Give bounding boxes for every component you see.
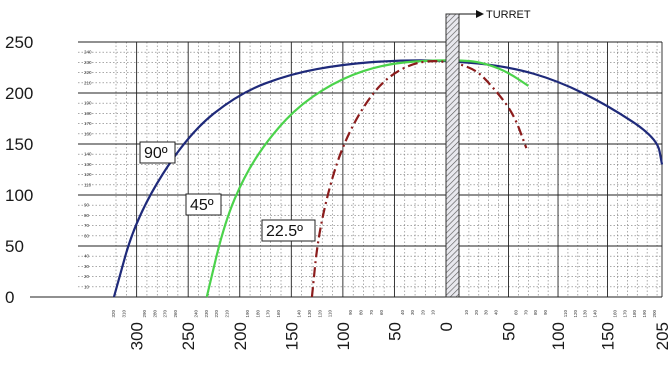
curve-label-box [261, 219, 316, 242]
minor-tick-label-x: 90 [543, 310, 548, 316]
minor-tick-label-y: 180 [84, 111, 92, 116]
minor-tick-label-x: 20 [474, 310, 479, 316]
minor-tick-label-y: 140 [84, 152, 92, 157]
minor-tick-label-x: 90 [348, 310, 353, 316]
curve-label-box [185, 193, 222, 216]
minor-tick-label-y: 240 [84, 50, 92, 55]
minor-tick-label-x: 160 [612, 310, 617, 318]
minor-tick-label-x: 10 [431, 310, 436, 316]
turret-label: TURRET [486, 9, 531, 21]
minor-tick-label-y: 40 [84, 254, 90, 259]
minor-tick-label-x: 320 [111, 310, 116, 318]
minor-tick-label-x: 130 [583, 310, 588, 318]
minor-tick-label-x: 170 [622, 310, 627, 318]
major-tick-label-x: 300 [128, 322, 147, 350]
minor-tick-label-x: 190 [642, 310, 647, 318]
major-tick-label-x: 200 [231, 322, 250, 350]
minor-tick-label-x: 110 [563, 310, 568, 318]
minor-tick-label-x: 20 [420, 310, 425, 316]
minor-tick-label-y: 110 [84, 182, 92, 187]
minor-tick-label-x: 40 [494, 310, 499, 316]
minor-tick-label-x: 240 [194, 310, 199, 318]
minor-tick-label-x: 180 [632, 310, 637, 318]
minor-tick-label-x: 70 [369, 310, 374, 316]
minor-tick-label-x: 270 [163, 310, 168, 318]
major-tick-label-x: 150 [599, 322, 618, 350]
minor-tick-label-x: 30 [484, 310, 489, 316]
minor-tick-label-x: 310 [121, 310, 126, 318]
minor-tick-label-x: 120 [573, 310, 578, 318]
minor-tick-label-x: 160 [276, 310, 281, 318]
minor-tick-label-y: 90 [84, 203, 90, 208]
minor-tick-label-x: 30 [410, 310, 415, 316]
turret-arrowhead [476, 10, 484, 18]
major-tick-label-x: 100 [549, 322, 568, 350]
major-tick-label-y: 250 [5, 33, 33, 52]
minor-tick-label-x: 80 [533, 310, 538, 316]
minor-tick-label-y: 120 [84, 172, 92, 177]
minor-tick-label-y: 20 [84, 274, 90, 279]
minor-tick-label-x: 170 [266, 310, 271, 318]
minor-tick-label-y: 10 [84, 284, 90, 289]
minor-tick-label-x: 60 [379, 310, 384, 316]
minor-tick-label-x: 140 [593, 310, 598, 318]
curve-label-box [139, 141, 176, 164]
minor-tick-label-y: 210 [84, 80, 92, 85]
minor-tick-label-x: 260 [173, 310, 178, 318]
minor-tick-label-x: 10 [464, 310, 469, 316]
minor-tick-label-x: 280 [152, 310, 157, 318]
trajectory-curves [112, 59, 664, 298]
major-tick-label-y: 150 [5, 135, 33, 154]
minor-tick-label-x: 230 [204, 310, 209, 318]
minor-tick-label-y: 30 [84, 264, 90, 269]
minor-tick-label-x: 130 [307, 310, 312, 318]
major-tick-label-x: 0 [437, 322, 456, 331]
minor-tick-label-x: 70 [523, 310, 528, 316]
minor-tick-label-x: 190 [245, 310, 250, 318]
curve-label: 22.5º [266, 223, 303, 240]
trajectory-1 [112, 59, 664, 298]
minor-tick-label-x: 140 [297, 310, 302, 318]
minor-tick-label-x: 120 [317, 310, 322, 318]
trajectory-3 [310, 60, 528, 298]
major-tick-label-x: 205 [653, 322, 670, 350]
minor-tick-label-y: 170 [84, 121, 92, 126]
y-axis-labels: 10 20 30 40 60 70 80 90 110 120 130 140 160 170 180 190… [5, 33, 92, 307]
major-tick-label-x: 50 [385, 322, 404, 341]
x-axis-labels: 320 310 290 280 270 260 240 230 220 210 190 180 170 1… [111, 310, 670, 351]
major-tick-label-y: 200 [5, 84, 33, 103]
minor-tick-label-x: 60 [513, 310, 518, 316]
minor-tick-label-x: 290 [142, 310, 147, 318]
curve-label: 45º [190, 197, 214, 214]
major-tick-label-x: 100 [334, 322, 353, 350]
minor-tick-label-x: 210 [224, 310, 229, 318]
turret-post [445, 13, 460, 298]
minor-tick-label-x: 180 [255, 310, 260, 318]
major-tick-label-y: 50 [5, 237, 24, 256]
minor-tick-label-y: 80 [84, 213, 90, 218]
major-tick-label-x: 150 [282, 322, 301, 350]
minor-tick-label-y: 70 [84, 223, 90, 228]
major-tick-label-x: 250 [179, 322, 198, 350]
minor-grid [78, 42, 662, 297]
minor-tick-label-y: 230 [84, 60, 92, 65]
minor-tick-label-x: 80 [359, 310, 364, 316]
minor-tick-label-y: 60 [84, 233, 90, 238]
trajectory-2 [205, 59, 529, 298]
minor-tick-label-y: 190 [84, 101, 92, 106]
minor-tick-label-x: 220 [214, 310, 219, 318]
minor-tick-label-x: 40 [400, 310, 405, 316]
minor-tick-label-y: 130 [84, 162, 92, 167]
major-tick-label-x: 50 [500, 322, 519, 341]
minor-tick-label-y: 160 [84, 131, 92, 136]
curve-labels: 90º 45º 22.5º [139, 141, 316, 242]
curve-label: 90º [144, 145, 168, 162]
minor-tick-label-x: 200 [652, 310, 657, 318]
minor-tick-label-y: 220 [84, 70, 92, 75]
major-tick-label-y: 100 [5, 186, 33, 205]
turret: TURRET [445, 9, 531, 298]
minor-tick-label-x: 110 [328, 310, 333, 318]
major-tick-label-y: 0 [5, 288, 14, 307]
